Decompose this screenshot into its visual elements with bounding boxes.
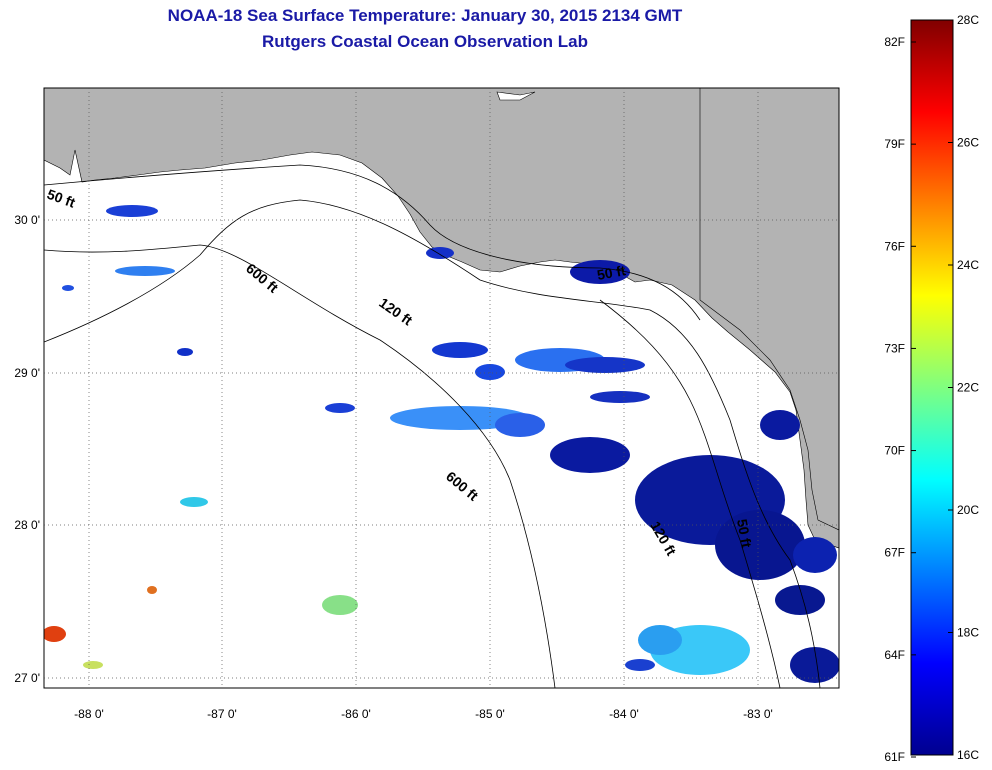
lon-tick-label: -88 0' — [74, 707, 104, 721]
sst-patches — [44, 205, 839, 683]
lat-tick-label: 29 0' — [14, 366, 40, 380]
plot-frame — [43, 87, 840, 689]
lat-tick-label: 28 0' — [14, 518, 40, 532]
graticule — [44, 88, 839, 688]
colorbar-celsius-label: 20C — [957, 503, 979, 517]
colorbar-fahrenheit-label: 73F — [884, 341, 905, 355]
colorbar-fahrenheit-label: 61F — [884, 750, 905, 764]
colorbar-celsius-label: 18C — [957, 626, 979, 640]
colorbar-fahrenheit-label: 76F — [884, 239, 905, 253]
colorbar-ticks — [911, 19, 953, 758]
colorbar-fahrenheit-label: 79F — [884, 137, 905, 151]
colorbar-celsius-label: 16C — [957, 748, 979, 762]
colorbar-fahrenheit-label: 64F — [884, 648, 905, 662]
contour-label: 50 ft — [734, 518, 755, 549]
colorbar-celsius-label: 26C — [957, 136, 979, 150]
lon-tick-label: -86 0' — [341, 707, 371, 721]
colorbar-fahrenheit-label: 82F — [884, 35, 905, 49]
colorbar-fahrenheit-label: 70F — [884, 444, 905, 458]
land-peninsula — [699, 88, 839, 531]
land-area — [44, 88, 839, 549]
lon-tick-label: -84 0' — [609, 707, 639, 721]
colorbar-celsius-label: 24C — [957, 258, 979, 272]
map-title: NOAA-18 Sea Surface Temperature: January… — [167, 6, 683, 25]
map-subtitle: Rutgers Coastal Ocean Observation Lab — [262, 32, 588, 51]
inland-water — [496, 91, 536, 101]
lat-tick-label: 30 0' — [14, 213, 40, 227]
lat-tick-label: 27 0' — [14, 671, 40, 685]
contour-label: 50 ft — [596, 262, 627, 283]
lon-tick-label: -85 0' — [475, 707, 505, 721]
colorbar-celsius-label: 28C — [957, 13, 979, 27]
lon-tick-label: -87 0' — [207, 707, 237, 721]
colorbar-celsius-label: 22C — [957, 381, 979, 395]
colorbar — [910, 19, 954, 756]
colorbar-fahrenheit-label: 67F — [884, 546, 905, 560]
depth-contours — [44, 164, 821, 688]
lon-tick-label: -83 0' — [743, 707, 773, 721]
